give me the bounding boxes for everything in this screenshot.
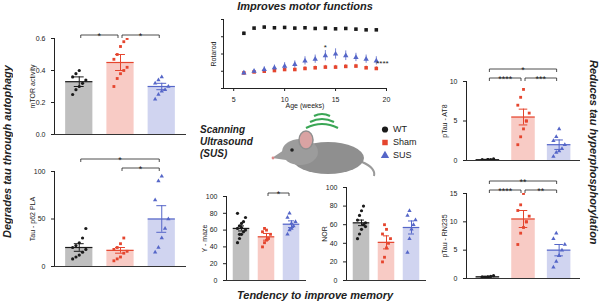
svg-text:*: * <box>139 164 143 174</box>
svg-text:Age (weeks): Age (weeks) <box>286 102 325 110</box>
svg-text:0: 0 <box>454 157 458 164</box>
svg-text:0.6: 0.6 <box>36 35 46 42</box>
svg-text:0: 0 <box>214 277 218 284</box>
svg-text:10: 10 <box>280 96 289 104</box>
svg-text:*: * <box>277 189 281 199</box>
svg-text:Tau - p62 PLA: Tau - p62 PLA <box>29 196 37 241</box>
svg-text:15: 15 <box>332 96 340 103</box>
svg-text:80: 80 <box>210 210 218 217</box>
svg-text:*: * <box>139 31 143 41</box>
svg-text:60: 60 <box>330 221 338 228</box>
svg-text:60: 60 <box>210 226 218 233</box>
html-text:Tendency to improve memory: Tendency to improve memory <box>237 289 393 301</box>
svg-text:***: *** <box>536 74 547 84</box>
svg-text:10: 10 <box>450 78 458 85</box>
svg-text:mTOR activity: mTOR activity <box>29 64 37 108</box>
svg-text:5: 5 <box>454 117 458 124</box>
svg-text:15: 15 <box>450 190 458 197</box>
svg-text:100: 100 <box>34 168 46 175</box>
svg-text:40: 40 <box>210 243 218 250</box>
html-text:SUS: SUS <box>393 149 412 160</box>
svg-text:**: ** <box>537 186 545 196</box>
svg-text:*: * <box>98 31 102 41</box>
svg-text:**: ** <box>519 177 527 187</box>
svg-text:5: 5 <box>454 246 458 253</box>
html-text:Scanning Ultrasound (SUS): Scanning Ultrasound (SUS) <box>200 124 253 159</box>
svg-text:100: 100 <box>326 184 338 191</box>
svg-text:0: 0 <box>42 263 46 270</box>
svg-text:5: 5 <box>232 96 236 103</box>
svg-text:50: 50 <box>38 215 46 222</box>
svg-text:20: 20 <box>330 258 338 265</box>
svg-text:Rotarod: Rotarod <box>210 41 217 66</box>
svg-text:0.2: 0.2 <box>36 99 46 106</box>
svg-text:Y - maze: Y - maze <box>201 224 208 252</box>
svg-text:pTau - RN235: pTau - RN235 <box>441 214 449 257</box>
svg-text:pTau - AT8: pTau - AT8 <box>441 104 449 137</box>
svg-text:*: * <box>118 155 122 165</box>
svg-text:*: * <box>521 65 525 75</box>
svg-text:0: 0 <box>334 277 338 284</box>
html-text:Sham: Sham <box>393 136 417 147</box>
svg-text:****: **** <box>498 74 513 84</box>
svg-text:20: 20 <box>383 96 391 103</box>
html-text:WT: WT <box>393 123 407 134</box>
svg-text:40: 40 <box>330 240 338 247</box>
html-text:Degrades tau through autophagy: Degrades tau through autophagy <box>1 65 13 239</box>
svg-text:0.4: 0.4 <box>36 67 46 74</box>
html-text:Reduces tau hyperphosphorylati: Reduces tau hyperphosphorylation <box>588 59 600 245</box>
svg-text:100: 100 <box>206 193 218 200</box>
html-text:Improves motor functions: Improves motor functions <box>237 0 373 12</box>
svg-text:0.0: 0.0 <box>36 131 46 138</box>
svg-text:80: 80 <box>330 202 338 209</box>
svg-text:0: 0 <box>454 275 458 282</box>
svg-text:10: 10 <box>450 218 458 225</box>
svg-text:****: **** <box>498 186 513 196</box>
svg-text:****: **** <box>376 59 388 68</box>
svg-text:20: 20 <box>210 260 218 267</box>
svg-text:NOR: NOR <box>321 226 328 242</box>
svg-text:*: * <box>324 43 327 52</box>
